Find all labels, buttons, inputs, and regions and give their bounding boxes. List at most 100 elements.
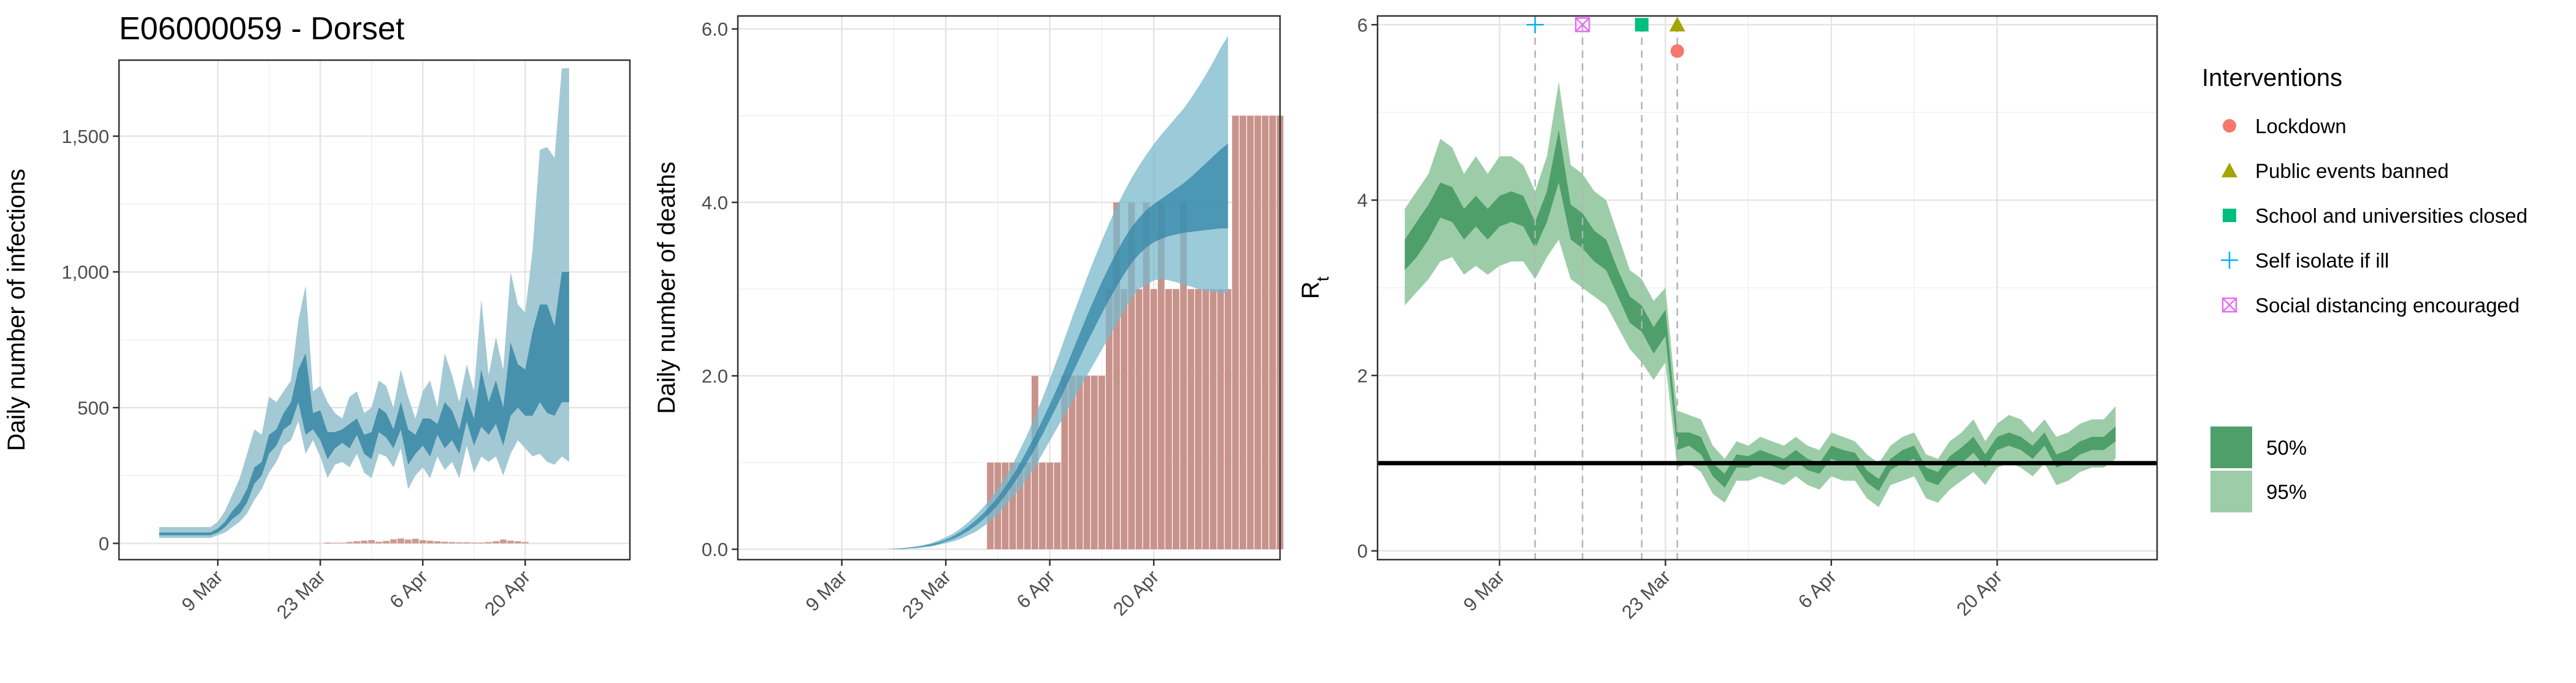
- deaths-reported-bar: [1061, 376, 1068, 550]
- rt-y-tick-label: 6: [1357, 14, 1368, 36]
- deaths-reported-bar: [1232, 115, 1239, 550]
- infections-y-tick-label: 1,500: [61, 126, 109, 147]
- deaths-reported-bar: [1150, 289, 1157, 550]
- infections-reported-bar: [448, 542, 456, 544]
- infections-reported-bar: [368, 540, 375, 544]
- deaths-reported-bar: [1262, 115, 1269, 550]
- infections-reported-bar: [346, 542, 353, 544]
- deaths-reported-bar: [1180, 202, 1187, 550]
- deaths-reported-bar: [1143, 202, 1150, 550]
- deaths-reported-bar: [1016, 462, 1024, 550]
- legend-label: Lockdown: [2255, 115, 2347, 137]
- infections-y-axis-title: Daily number of infections: [3, 169, 30, 451]
- infections-reported-bar: [493, 541, 499, 544]
- infections-reported-bar: [383, 541, 389, 544]
- rt-y-axis-title-subscript: t: [1313, 276, 1332, 281]
- rt-intervention-marker-box: [1574, 17, 1590, 33]
- rt-x-tick-label: 23 Mar: [1617, 566, 1674, 623]
- deaths-reported-bar: [1039, 462, 1046, 550]
- infections-x-tick-label: 23 Mar: [272, 566, 329, 623]
- legend-key-boxx-diag2: [2222, 298, 2237, 312]
- legend-key-boxx: [2221, 297, 2237, 313]
- infections-reported-bar: [463, 542, 470, 544]
- legend-key-triangle: [2221, 163, 2237, 177]
- infections-panel-border: [118, 59, 631, 561]
- deaths-reported-bar: [1076, 376, 1083, 550]
- deaths-reported-bar: [1083, 376, 1091, 550]
- infections-reported-bar: [500, 539, 507, 544]
- rt-intervention-marker: [1669, 17, 1685, 32]
- rt-y-axis-title: Rt: [1297, 276, 1332, 299]
- rt-y-tick-label: 2: [1357, 365, 1368, 387]
- deaths-band-50: [819, 143, 1229, 549]
- infections-reported-bar: [478, 542, 485, 544]
- infections-x-tick-label: 9 Mar: [177, 566, 227, 615]
- infections-reported-bar: [339, 542, 346, 544]
- deaths-reported-bar: [1009, 462, 1016, 550]
- infections-reported-bar: [434, 541, 441, 544]
- legend-label: School and universities closed: [2255, 204, 2528, 227]
- legend-band-label: 50%: [2266, 436, 2307, 459]
- deaths-reported-bar: [1224, 289, 1232, 550]
- rt-y-tick-label: 0: [1357, 541, 1368, 562]
- deaths-reported-bar: [1106, 289, 1113, 550]
- deaths-reported-bar: [1202, 289, 1209, 550]
- deaths-y-tick-label: 2.0: [702, 365, 728, 387]
- legend-title: Interventions: [2202, 64, 2342, 91]
- rt-x-tick-label: 20 Apr: [1952, 566, 2006, 620]
- deaths-reported-bar: [1217, 289, 1224, 550]
- infections-reported-bar: [441, 541, 448, 544]
- infections-x-tick-label: 6 Apr: [385, 566, 432, 612]
- infections-reported-bar: [375, 541, 383, 544]
- deaths-band-95: [819, 36, 1229, 549]
- rt-intervention-marker: [1670, 44, 1684, 58]
- legend-label: Social distancing encouraged: [2255, 294, 2520, 317]
- deaths-reported-bar: [1247, 115, 1254, 550]
- infections-reported-bar: [485, 542, 493, 544]
- rt-intervention-marker: [1526, 16, 1544, 34]
- deaths-reported-bar: [1165, 289, 1172, 550]
- infections-reported-bar: [507, 541, 514, 544]
- deaths-reported-bar: [1113, 202, 1121, 550]
- deaths-x-tick-label: 9 Mar: [802, 566, 851, 615]
- deaths-y-tick-label: 6.0: [702, 18, 728, 40]
- deaths-reported-bar: [1002, 462, 1009, 550]
- rt-y-tick-label: 4: [1357, 190, 1368, 211]
- infections-reported-bar: [470, 542, 478, 544]
- deaths-reported-bar: [1195, 289, 1202, 550]
- legend-key-square: [2223, 209, 2236, 222]
- infections-y-tick-label: 500: [77, 397, 109, 419]
- rt-intervention-marker: [1574, 17, 1590, 33]
- infections-reported-bar: [521, 542, 529, 544]
- deaths-reported-bar: [1091, 376, 1098, 550]
- deaths-panel-border: [737, 15, 1281, 561]
- infections-reported-bar: [353, 541, 361, 544]
- deaths-reported-bar: [1173, 289, 1179, 550]
- legend-label: Self isolate if ill: [2255, 249, 2389, 272]
- infections-reported-bar: [361, 541, 368, 544]
- deaths-reported-bar: [1254, 115, 1262, 550]
- deaths-reported-bar: [1135, 289, 1143, 550]
- legend-key-plus: [2221, 252, 2238, 269]
- infections-reported-bar: [412, 538, 419, 544]
- rt-intervention-marker-diag2: [1575, 17, 1590, 33]
- deaths-reported-bar: [1121, 289, 1128, 550]
- infections-x-tick-label: 20 Apr: [480, 566, 534, 620]
- deaths-reported-bar: [1046, 462, 1054, 550]
- deaths-reported-bar: [1024, 462, 1031, 550]
- infections-reported-bar: [419, 540, 426, 544]
- legend-band-swatch: [2210, 426, 2252, 468]
- deaths-reported-bar: [1128, 202, 1135, 550]
- rt-panel-border: [1376, 15, 2158, 561]
- deaths-x-tick-label: 20 Apr: [1109, 566, 1163, 620]
- rt-x-tick-label: 6 Apr: [1794, 566, 1841, 612]
- legend-label: Public events banned: [2255, 160, 2449, 182]
- deaths-y-axis-title: Daily number of deaths: [653, 161, 680, 414]
- deaths-x-tick-label: 23 Mar: [898, 566, 955, 623]
- legend-band-swatch: [2210, 471, 2252, 512]
- deaths-reported-bar: [1068, 376, 1076, 550]
- infections-y-tick-label: 0: [99, 533, 109, 554]
- plot-title: E06000059 - Dorset: [119, 11, 405, 47]
